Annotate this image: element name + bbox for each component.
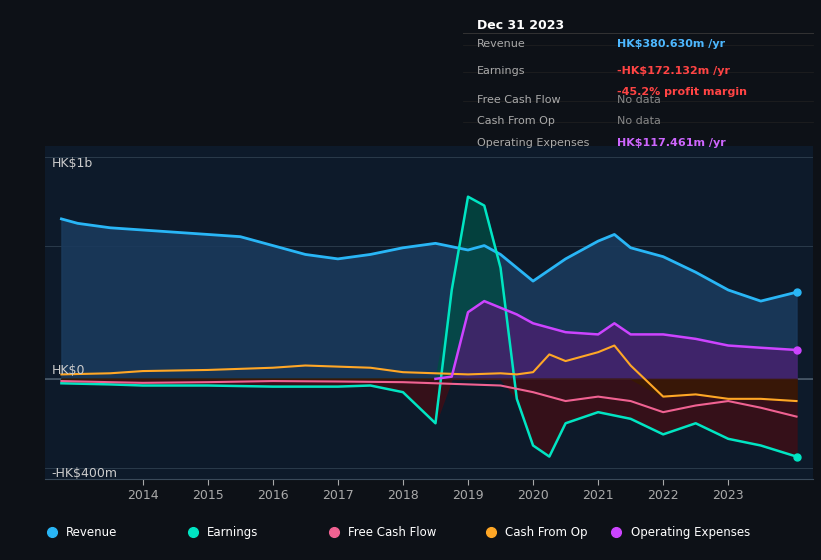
Text: No data: No data xyxy=(617,95,661,105)
Text: No data: No data xyxy=(617,116,661,126)
Text: -HK$400m: -HK$400m xyxy=(52,466,117,479)
Text: -45.2% profit margin: -45.2% profit margin xyxy=(617,87,747,97)
Text: Cash From Op: Cash From Op xyxy=(477,116,555,126)
Text: Earnings: Earnings xyxy=(207,526,259,539)
Text: Revenue: Revenue xyxy=(477,39,525,49)
Text: Cash From Op: Cash From Op xyxy=(505,526,588,539)
Text: Free Cash Flow: Free Cash Flow xyxy=(348,526,437,539)
Text: HK$117.461m /yr: HK$117.461m /yr xyxy=(617,138,726,148)
Text: Operating Expenses: Operating Expenses xyxy=(477,138,589,148)
Text: Earnings: Earnings xyxy=(477,66,525,76)
Text: HK$0: HK$0 xyxy=(52,364,85,377)
Text: HK$1b: HK$1b xyxy=(52,157,93,170)
Text: -HK$172.132m /yr: -HK$172.132m /yr xyxy=(617,66,730,76)
Text: Free Cash Flow: Free Cash Flow xyxy=(477,95,561,105)
Text: Operating Expenses: Operating Expenses xyxy=(631,526,750,539)
Text: Revenue: Revenue xyxy=(66,526,117,539)
Text: HK$380.630m /yr: HK$380.630m /yr xyxy=(617,39,725,49)
Text: Dec 31 2023: Dec 31 2023 xyxy=(477,19,564,32)
